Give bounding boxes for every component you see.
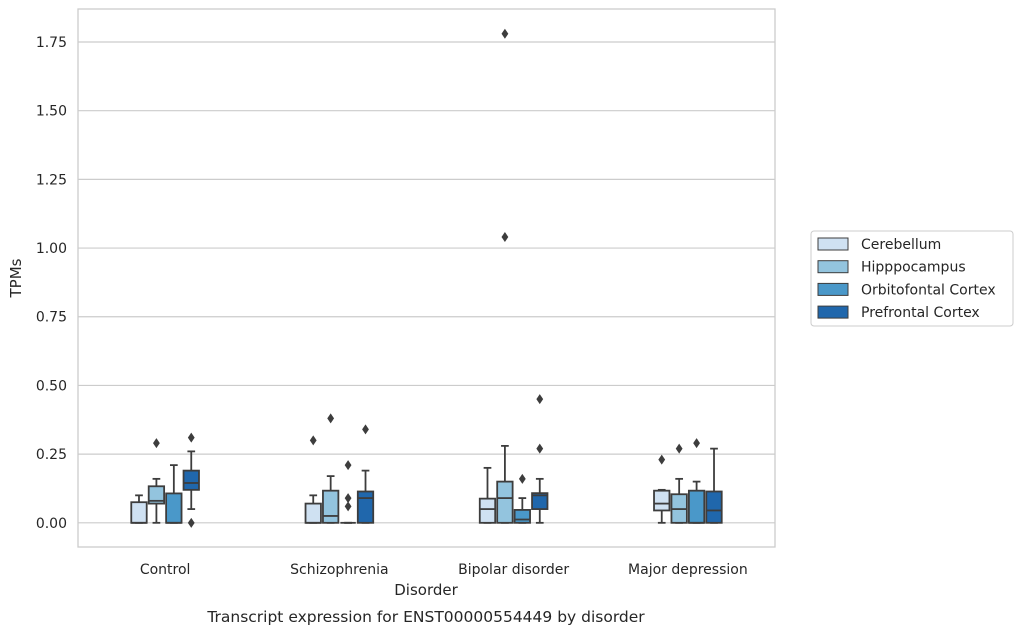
outlier-point [309,435,317,446]
outlier-point [675,443,683,454]
x-axis-title: Disorder [394,581,458,599]
y-tick-label: 0.75 [36,310,67,326]
box [531,492,549,510]
plot-area-frame [77,8,776,548]
box-group [705,447,723,524]
box-group [304,435,322,524]
outlier-point [536,394,544,405]
box [130,501,148,524]
box-group [322,413,340,524]
box [322,489,340,524]
box-group [670,443,688,524]
legend-swatch [817,237,849,251]
outlier-point [344,501,352,512]
legend-label: Cerebellum [861,237,941,253]
x-axis-tick-labels: Control Schizophrenia Bipolar disorder Majo… [140,562,748,578]
outlier-point [501,28,509,39]
outlier-point [344,460,352,471]
y-tick-label: 0.00 [36,516,67,532]
box-group [531,394,549,524]
box-group [687,438,706,524]
box [165,492,183,524]
y-axis-title: TPMs [7,258,25,298]
box [653,489,671,512]
y-tick-label: 1.75 [36,35,67,51]
box-groups [130,28,723,528]
outlier-point [693,438,700,449]
box-group [478,466,497,524]
box-group [165,464,183,524]
y-tick-label: 1.50 [36,104,67,120]
x-tick-label: Control [140,562,191,578]
legend-label: Orbitofontal Cortex [861,282,996,298]
x-tick-label: Schizophrenia [290,562,388,578]
box [356,490,375,524]
box-group [340,460,356,524]
legend-swatch [817,282,849,296]
box [182,469,200,491]
box [687,489,706,524]
box-group [147,438,166,524]
x-tick-label: Bipolar disorder [458,562,569,578]
outlier-point [536,443,544,454]
y-tick-label: 0.25 [36,447,67,463]
chart-caption: Transcript expression for ENST0000055444… [206,608,645,626]
box-group [130,494,148,524]
outlier-point [658,454,666,465]
outlier-point [362,424,369,435]
outlier-point [153,438,160,449]
y-tick-label: 1.00 [36,241,67,257]
outlier-point [501,232,509,243]
gridlines [78,41,775,524]
y-tick-label: 0.50 [36,378,67,394]
legend: Cerebellum Hipppocampus Orbitofontal Corte… [810,230,1014,327]
box [478,497,497,524]
legend-label: Hipppocampus [861,260,966,276]
box-group [496,28,514,524]
legend-swatch [817,260,849,274]
box-group [513,473,531,524]
box [304,502,322,524]
outlier-point [187,517,195,528]
legend-label: Prefrontal Cortex [861,305,980,321]
legend-frame [810,230,1014,327]
x-tick-label: Major depression [628,562,748,578]
outlier-point [344,493,352,504]
box-group [653,454,671,524]
box [513,509,531,524]
outlier-point [187,432,195,443]
box [705,490,723,524]
box [496,480,514,524]
box-group [182,432,200,528]
y-tick-label: 1.25 [36,172,67,188]
y-axis-tick-labels: 0.00 0.25 0.50 0.75 1.00 1.25 1.50 1.75 [36,35,67,532]
outlier-point [518,473,526,484]
box [147,485,166,505]
legend-swatch [817,305,849,319]
box-group [356,424,375,524]
outlier-point [327,413,335,424]
